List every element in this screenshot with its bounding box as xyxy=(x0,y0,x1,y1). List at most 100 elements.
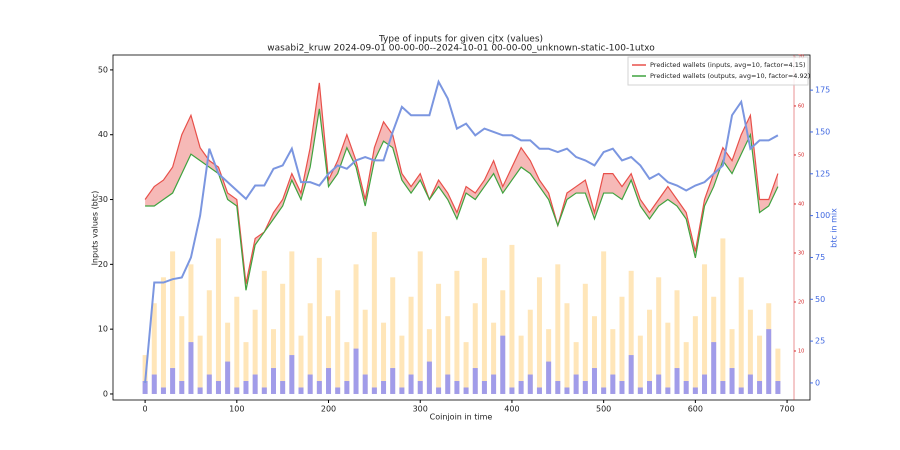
bar xyxy=(527,309,533,394)
y3-tick-label: 20 xyxy=(798,299,804,305)
bar xyxy=(610,329,616,394)
bar xyxy=(637,387,643,394)
x-axis-label: Coinjoin in time xyxy=(430,413,493,422)
bar xyxy=(362,309,368,394)
bar xyxy=(215,238,221,394)
bar xyxy=(289,251,295,394)
bar xyxy=(775,381,781,394)
y3-tick-label: 40 xyxy=(798,201,804,207)
bar xyxy=(564,387,570,394)
bar xyxy=(252,374,258,394)
bar xyxy=(234,387,240,394)
bar xyxy=(170,251,176,394)
bar xyxy=(316,257,322,394)
bar xyxy=(243,381,249,394)
bar xyxy=(371,231,377,394)
bar xyxy=(335,387,341,394)
bar xyxy=(674,368,680,394)
bar xyxy=(215,381,221,394)
bar xyxy=(261,387,267,394)
chart-title: Type of inputs for given cjtx (values) xyxy=(378,35,543,45)
bar xyxy=(509,387,515,394)
bar xyxy=(518,381,524,394)
bar xyxy=(225,322,231,394)
bar xyxy=(601,251,607,394)
bar xyxy=(564,303,570,394)
y2-axis-label: btc in mix xyxy=(830,208,839,248)
bar xyxy=(582,283,588,394)
bar xyxy=(647,309,653,394)
bar xyxy=(261,270,267,394)
bar xyxy=(628,355,634,394)
bar xyxy=(509,244,515,394)
bar xyxy=(408,296,414,394)
bar xyxy=(491,322,497,394)
bar xyxy=(747,309,753,394)
bar xyxy=(436,387,442,394)
difference-fill xyxy=(145,82,778,291)
bar xyxy=(197,387,203,394)
bar xyxy=(747,374,753,394)
x-tick-label: 200 xyxy=(321,405,336,414)
bar xyxy=(298,335,304,394)
x-tick-label: 300 xyxy=(413,405,428,414)
y2-tick-label: 0 xyxy=(815,378,820,387)
bar xyxy=(729,329,735,394)
bar xyxy=(619,381,625,394)
bar xyxy=(573,374,579,394)
bar xyxy=(362,374,368,394)
bar xyxy=(591,368,597,394)
bar xyxy=(188,264,194,394)
y3-tick-label: 50 xyxy=(798,152,804,158)
bar xyxy=(711,342,717,394)
bar xyxy=(270,368,276,394)
bar xyxy=(674,290,680,394)
plot-frame xyxy=(112,54,811,401)
line-series xyxy=(144,79,779,384)
bar xyxy=(326,316,332,394)
line-series xyxy=(145,108,779,291)
bar xyxy=(729,368,735,394)
bar xyxy=(298,387,304,394)
bar xyxy=(619,296,625,394)
x-tick-label: 600 xyxy=(688,405,703,414)
bar xyxy=(252,309,258,394)
bar xyxy=(637,335,643,394)
bar xyxy=(647,381,653,394)
bar xyxy=(628,270,634,394)
x-tick-label: 700 xyxy=(779,405,794,414)
bar xyxy=(151,374,157,394)
bar xyxy=(665,387,671,394)
bar xyxy=(463,342,469,394)
bar xyxy=(573,342,579,394)
bar xyxy=(188,342,194,394)
bar xyxy=(775,348,781,394)
legend-label: Predicted wallets (inputs, avg=10, facto… xyxy=(650,61,806,69)
bar xyxy=(316,381,322,394)
y2-tick-label: 75 xyxy=(815,253,825,262)
bar xyxy=(326,368,332,394)
bar xyxy=(417,381,423,394)
bar xyxy=(344,342,350,394)
bar xyxy=(472,303,478,394)
bar xyxy=(280,283,286,394)
bar xyxy=(160,387,166,394)
bar xyxy=(500,335,506,394)
bar xyxy=(160,277,166,394)
y-tick-label: 20 xyxy=(98,260,108,269)
y-tick-label: 30 xyxy=(98,195,108,204)
bar xyxy=(738,277,744,394)
bar xyxy=(426,361,432,394)
bar xyxy=(225,361,231,394)
bar xyxy=(527,374,533,394)
bar xyxy=(610,374,616,394)
bar xyxy=(683,342,689,394)
bar xyxy=(206,290,212,394)
bar xyxy=(757,381,763,394)
bar xyxy=(582,381,588,394)
y2-tick-label: 175 xyxy=(815,86,830,95)
y-axis-label: Inputs values (btc) xyxy=(91,191,100,266)
x-tick-label: 100 xyxy=(229,405,244,414)
bar xyxy=(206,374,212,394)
